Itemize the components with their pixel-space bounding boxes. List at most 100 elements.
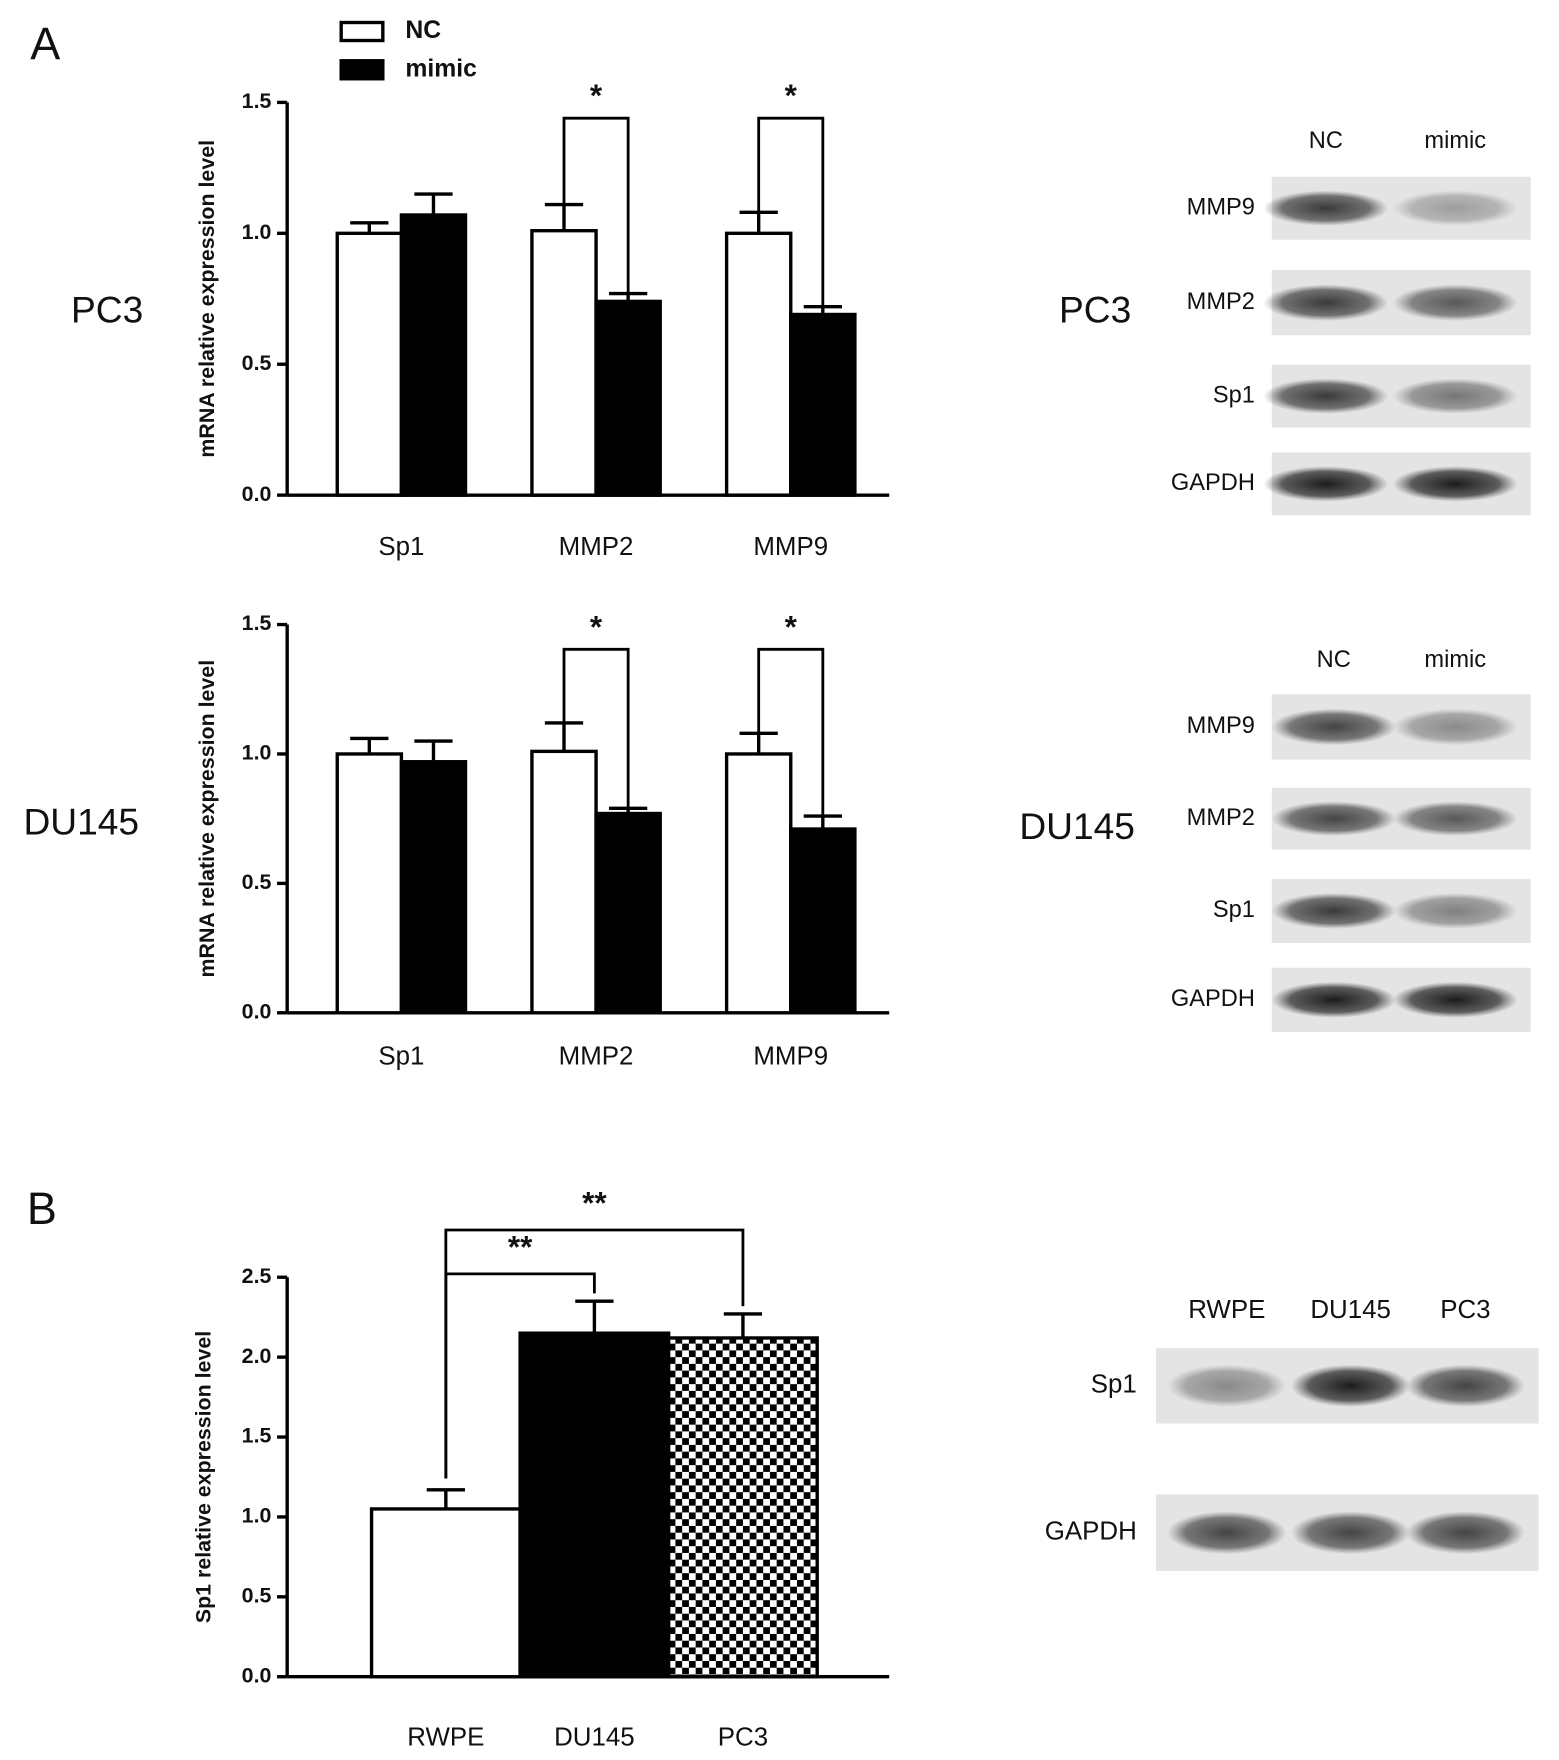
- band-label: GAPDH: [1171, 470, 1255, 496]
- legend-label: mimic: [405, 55, 477, 82]
- blot-band: [1392, 981, 1518, 1018]
- blot-band: [1263, 284, 1389, 321]
- band-label: Sp1: [1213, 897, 1255, 923]
- row-label: PC3: [71, 289, 143, 331]
- blot-band: [1167, 1364, 1287, 1407]
- blot-band: [1290, 1511, 1411, 1555]
- lane-label: PC3: [1440, 1296, 1490, 1324]
- significance-bracket: [757, 647, 825, 817]
- significance-bracket: [562, 116, 630, 294]
- blot-band: [1290, 1364, 1411, 1407]
- blot-band: [1263, 190, 1389, 226]
- bar: [530, 229, 598, 497]
- y-tick-label: 1.5: [242, 1424, 272, 1448]
- x-tick-label: DU145: [554, 1723, 635, 1751]
- significance-label: *: [590, 77, 603, 113]
- lane-label: mimic: [1424, 128, 1486, 154]
- bar: [399, 760, 468, 1015]
- y-axis-label: mRNA relative expression level: [195, 660, 219, 978]
- bar: [724, 231, 793, 497]
- row-label: DU145: [23, 801, 139, 843]
- band-label: MMP2: [1187, 805, 1255, 831]
- legend-label: NC: [405, 17, 441, 44]
- y-tick-label: 1.5: [242, 611, 272, 635]
- significance-label: **: [508, 1228, 533, 1264]
- panel-label: A: [30, 18, 60, 69]
- significance-label: *: [785, 608, 798, 644]
- y-tick-label: 2.5: [242, 1264, 272, 1288]
- significance-label: *: [590, 608, 603, 644]
- y-tick-label: 0.5: [242, 870, 272, 894]
- lane-label: NC: [1309, 128, 1343, 154]
- panel-label: B: [27, 1183, 57, 1234]
- bar: [594, 299, 662, 497]
- bar: [666, 1336, 819, 1679]
- band-label: GAPDH: [1171, 986, 1255, 1012]
- y-tick-label: 1.5: [242, 89, 272, 113]
- blot-band: [1392, 190, 1518, 226]
- significance-bracket: [562, 647, 630, 809]
- bar: [789, 827, 857, 1015]
- blot-band: [1392, 708, 1518, 746]
- lane-label: RWPE: [1188, 1296, 1265, 1324]
- blot-band: [1263, 378, 1389, 414]
- legend-swatch: [339, 20, 385, 43]
- y-axis-label: mRNA relative expression level: [195, 140, 219, 458]
- row-label: PC3: [1059, 289, 1131, 331]
- y-tick-label: 1.0: [242, 220, 272, 244]
- bar: [518, 1331, 671, 1679]
- x-tick-label: MMP2: [559, 1043, 634, 1071]
- y-tick-label: 0.5: [242, 351, 272, 375]
- bar: [399, 213, 468, 497]
- x-tick-label: Sp1: [378, 1043, 424, 1071]
- x-tick-label: RWPE: [407, 1723, 484, 1751]
- band-label: GAPDH: [1045, 1518, 1137, 1546]
- significance-label: *: [785, 77, 798, 113]
- lane-label: DU145: [1310, 1296, 1391, 1324]
- bar: [724, 752, 793, 1015]
- blot-band: [1263, 466, 1389, 502]
- significance-bracket: [444, 1228, 745, 1479]
- bar: [594, 811, 662, 1015]
- blot-band: [1405, 1511, 1526, 1555]
- blot-band: [1271, 892, 1397, 929]
- x-tick-label: PC3: [718, 1723, 768, 1751]
- band-label: MMP9: [1187, 713, 1255, 739]
- band-label: MMP9: [1187, 194, 1255, 220]
- blot-band: [1392, 284, 1518, 321]
- bar: [789, 312, 857, 497]
- band-label: Sp1: [1213, 382, 1255, 408]
- bar: [530, 749, 598, 1015]
- blot-band: [1392, 892, 1518, 929]
- blot-band: [1167, 1511, 1287, 1555]
- legend-swatch: [339, 59, 385, 81]
- bar: [335, 752, 404, 1015]
- blot-band: [1392, 801, 1518, 836]
- row-label: DU145: [1019, 805, 1135, 847]
- x-tick-label: MMP9: [753, 1043, 828, 1071]
- x-tick-label: MMP2: [559, 533, 634, 561]
- bar: [335, 231, 404, 497]
- y-tick-label: 0.5: [242, 1583, 272, 1607]
- y-tick-label: 1.0: [242, 741, 272, 765]
- y-axis-label: Sp1 relative expression level: [192, 1331, 216, 1623]
- band-label: Sp1: [1091, 1371, 1137, 1399]
- significance-bracket: [757, 116, 825, 307]
- bar: [369, 1507, 522, 1679]
- blot-band: [1271, 981, 1397, 1018]
- blot-band: [1405, 1364, 1526, 1407]
- y-tick-label: 0.0: [242, 999, 272, 1023]
- y-tick-label: 0.0: [242, 482, 272, 506]
- blot-band: [1271, 801, 1397, 836]
- y-tick-label: 0.0: [242, 1663, 272, 1687]
- x-tick-label: MMP9: [753, 533, 828, 561]
- y-tick-label: 2.0: [242, 1344, 272, 1368]
- significance-label: **: [582, 1185, 607, 1221]
- band-label: MMP2: [1187, 289, 1255, 315]
- y-tick-label: 1.0: [242, 1504, 272, 1528]
- blot-band: [1392, 466, 1518, 502]
- lane-label: mimic: [1424, 647, 1486, 673]
- blot-band: [1271, 708, 1397, 746]
- lane-label: NC: [1317, 647, 1351, 673]
